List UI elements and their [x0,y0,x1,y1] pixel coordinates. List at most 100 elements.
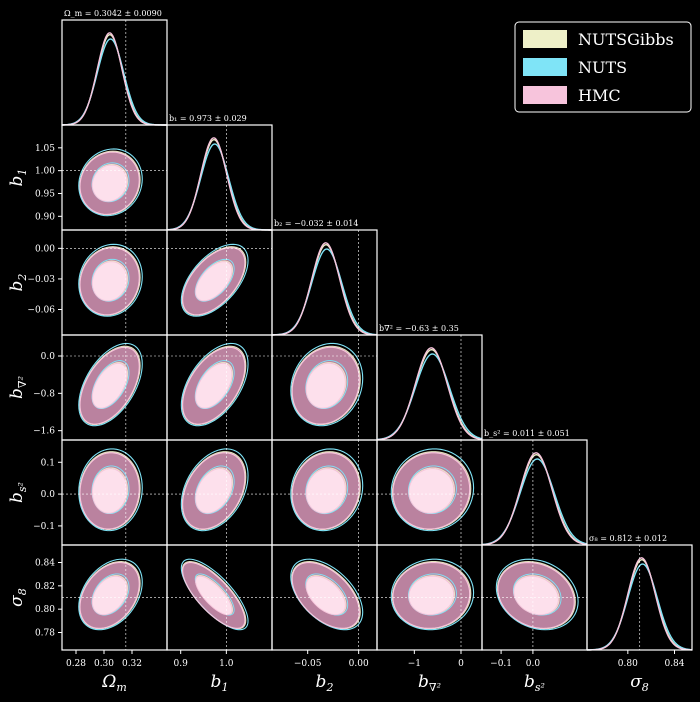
contour-inner-hmc [91,261,128,302]
panel-b1-b1: b₁ = 0.973 ± 0.029 [166,114,273,231]
x-tick-label: −0.1 [490,659,512,669]
panel-frame [586,544,693,651]
contour-outer-hmc [79,151,140,215]
contour-inner-hmc [305,575,346,616]
panel-b2-Om [61,229,168,336]
contour-outer-nuts [495,558,579,631]
contour-outer-nuts [180,243,249,317]
contour-inner-nuts [407,573,457,616]
panel-Om-Om: Ω_m = 0.3042 ± 0.0090 [61,9,168,126]
marginal-curve-nuts [481,458,588,546]
contour-outer-nuts [78,448,143,532]
y-tick-label: 1.00 [35,167,55,177]
x-axis-label-s8: σ8 [630,672,649,694]
legend-swatch-nutsgibbs [523,30,567,48]
x-tick-label: 0.28 [66,659,86,669]
y-tick-label: −0.1 [33,522,55,532]
contour-outer-hmc [182,452,246,530]
y-axis-label-s8: σ8 [7,588,29,607]
panel-bnabla-Om [61,334,168,441]
contour-outer-nuts [180,448,249,532]
contour-inner-nuts [305,573,349,616]
legend-swatch-hmc [523,86,567,104]
marginal-curve-nutsgibbs [376,349,483,441]
y-tick-label: 1.05 [35,144,55,154]
contour-outer-hmc [79,247,140,316]
marginal-curve-nuts [61,38,167,126]
contour-outer-hmc [291,561,360,629]
x-tick-label: 0.32 [122,659,142,669]
contour-outer-hmc [392,452,471,530]
y-tick-label: −0.03 [27,275,55,285]
x-tick-label: −1 [408,659,421,669]
contour-inner-hmc [91,468,128,514]
x-tick-label: 0.80 [618,659,638,669]
y-tick-label: 0.84 [35,559,55,569]
panel-b1-Om [61,124,168,231]
x-tick-label: 0.84 [664,659,684,669]
contour-inner-hmc [513,575,559,616]
panel-s8-bnabla [376,544,483,651]
contour-inner-hmc [91,575,128,616]
contour-inner-hmc [91,164,128,202]
x-tick-label: 0.0 [526,659,541,669]
marginal-curve-hmc [376,347,483,441]
panel-bs2-b1 [166,439,273,546]
x-tick-label: −0.05 [294,659,322,669]
contour-outer-hmc [291,346,360,425]
marginal-title-bnabla: b∇² = −0.63 ± 0.35 [379,324,459,333]
panel-frame [166,124,273,231]
marginal-title-Om: Ω_m = 0.3042 ± 0.0090 [64,9,162,18]
contour-outer-hmc [392,562,471,629]
marginal-curve-nuts [166,143,272,231]
y-tick-label: 0.95 [35,189,55,199]
x-axis-label-Om: Ωm [101,672,127,694]
contour-inner-hmc [91,362,128,409]
contour-outer-hmc [497,561,575,629]
panel-s8-bs2 [481,544,588,651]
marginal-curve-hmc [481,452,588,546]
contour-outer-nuts [290,342,364,427]
contour-outer-hmc [182,561,246,629]
marginal-curve-nutsgibbs [61,34,167,126]
panel-s8-Om [61,544,168,651]
x-axis-label-b1: b1 [211,672,229,694]
panel-s8-s8: σ₈ = 0.812 ± 0.012 [586,534,693,651]
y-tick-label: 0.82 [35,582,55,592]
panel-bs2-b2 [271,439,378,546]
y-tick-label: −0.06 [27,306,55,316]
contour-outer-hmc [79,452,140,530]
x-tick-label: 1.0 [219,659,234,669]
legend-label-hmc: HMC [578,86,621,105]
y-tick-label: 0.78 [35,629,55,639]
contour-outer-hmc [182,346,246,425]
contour-outer-nuts [290,448,364,532]
y-tick-label: 0.00 [35,244,55,254]
marginal-curve-nutsgibbs [271,244,378,336]
contour-outer-nuts [390,558,475,631]
contour-outer-hmc [291,452,360,530]
panel-b2-b1 [166,229,273,336]
panel-bnabla-b1 [166,334,273,441]
legend: NUTSGibbs NUTS HMC [514,21,692,113]
contour-inner-hmc [408,575,455,616]
panel-s8-b1 [166,544,273,651]
contour-inner-hmc [305,362,346,409]
contour-outer-nuts [290,558,364,631]
contour-outer-nuts [78,148,143,217]
marginal-curve-nuts [271,248,378,336]
contour-inner-hmc [195,362,233,409]
marginal-curve-nuts [376,353,483,441]
contour-outer-nuts [180,342,249,427]
contour-inner-hmc [408,468,455,514]
marginal-curve-nutsgibbs [481,453,588,546]
y-axis-label-b2: b2 [7,274,29,292]
x-axis-label-bs2: bs² [524,672,545,694]
y-axis-label-bnabla: b∇² [7,376,29,399]
y-tick-label: 0.0 [41,490,56,500]
x-axis-label-bnabla: b∇² [418,672,441,694]
panel-bs2-bs2: b_s² = 0.011 ± 0.051 [481,429,588,546]
contour-inner-hmc [195,468,233,514]
